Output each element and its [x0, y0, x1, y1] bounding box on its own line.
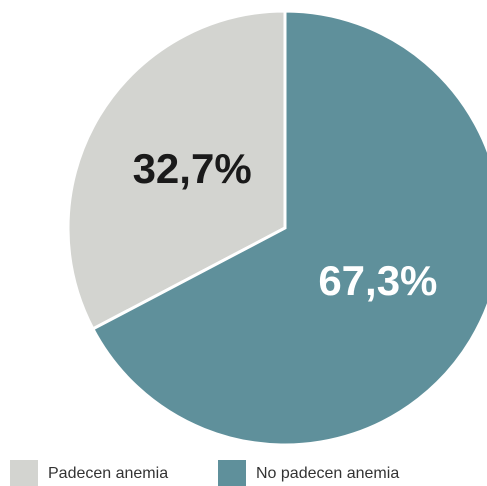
slice-label: 67,3% [318, 257, 437, 304]
legend-swatch [10, 460, 38, 486]
slice-label: 32,7% [133, 145, 252, 192]
legend-label: No padecen anemia [256, 465, 399, 482]
legend-swatch [218, 460, 246, 486]
legend-label: Padecen anemia [48, 465, 168, 482]
pie-slice [90, 9, 487, 447]
pie-slice [66, 9, 287, 331]
